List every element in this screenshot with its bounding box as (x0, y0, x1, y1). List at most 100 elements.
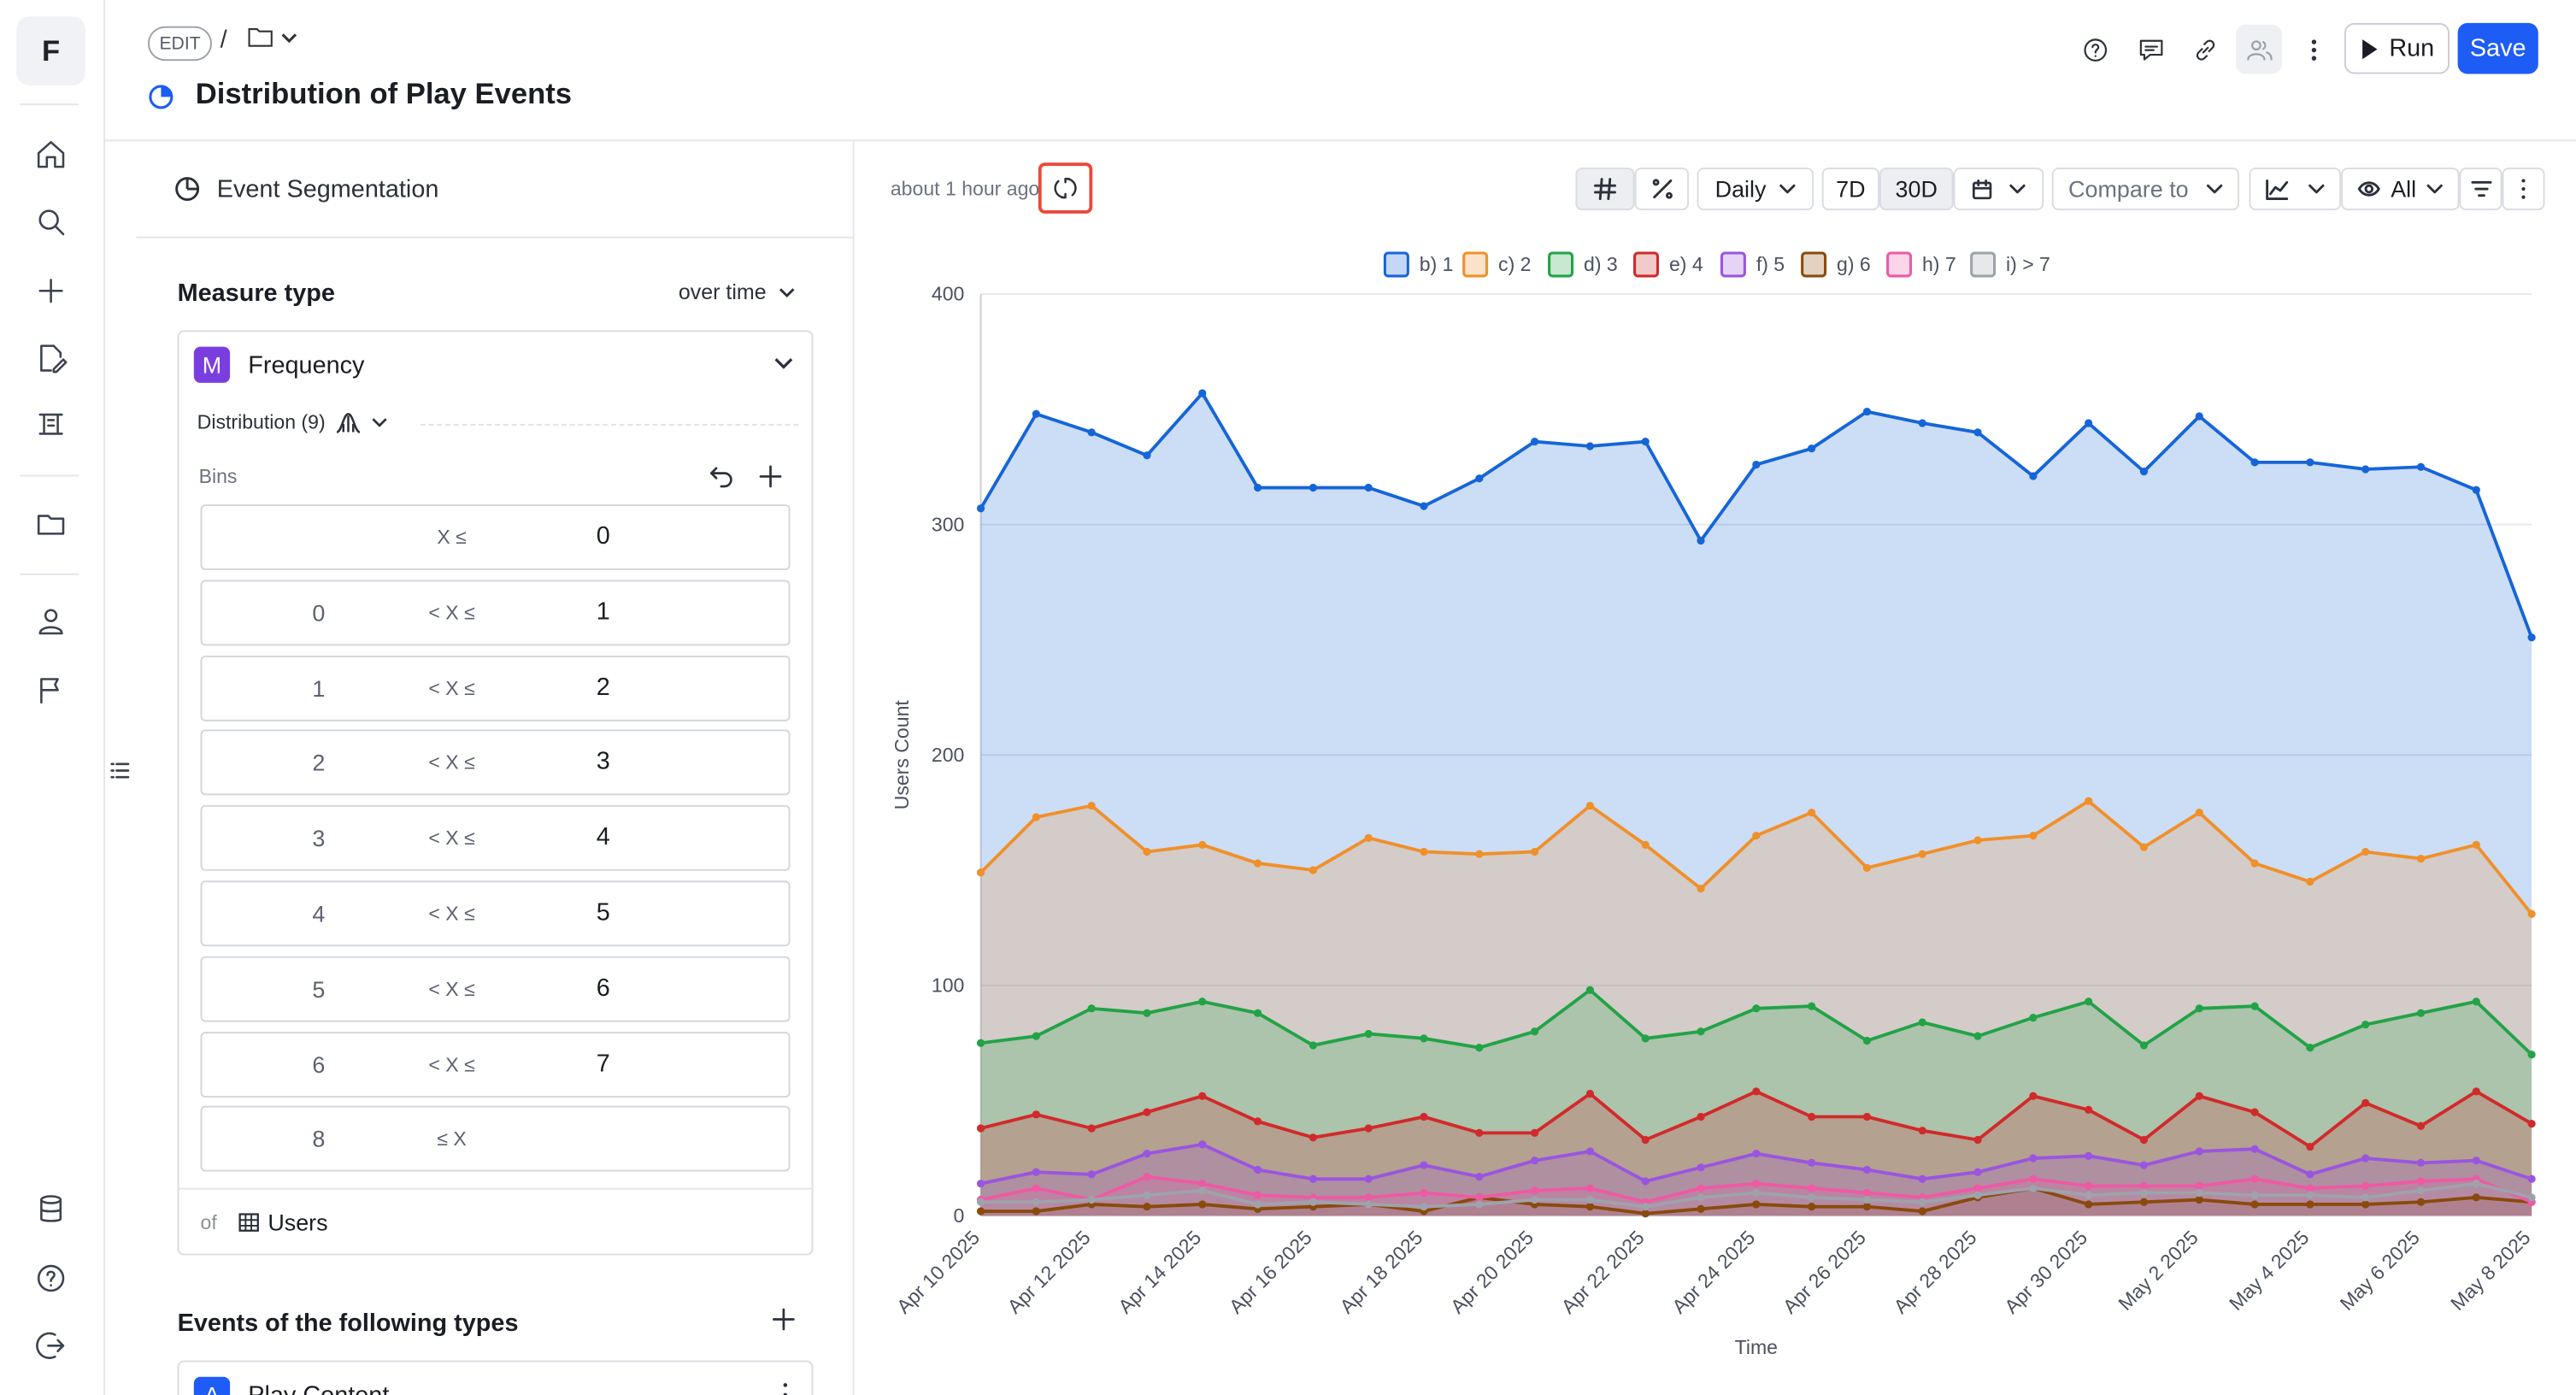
data-point[interactable] (2029, 831, 2038, 840)
data-point[interactable] (1253, 1117, 1262, 1126)
data-point[interactable] (1918, 1127, 1926, 1135)
legend-item-label[interactable]: f) 5 (1756, 253, 1785, 275)
data-point[interactable] (1585, 1184, 1595, 1192)
data-point[interactable] (2139, 1041, 2149, 1050)
data-point[interactable] (1862, 1036, 1872, 1045)
home-icon[interactable] (32, 137, 68, 173)
data-point[interactable] (2527, 909, 2536, 918)
data-point[interactable] (1585, 1195, 1595, 1204)
data-point[interactable] (1198, 998, 1207, 1006)
data-point[interactable] (1918, 1174, 1926, 1183)
edit-badge[interactable]: EDIT (147, 26, 213, 62)
data-point[interactable] (1697, 1112, 1705, 1121)
data-point[interactable] (2139, 468, 2149, 476)
data-point[interactable] (2139, 1198, 2149, 1206)
data-point[interactable] (1808, 1184, 1816, 1192)
chevron-down-icon[interactable] (773, 353, 793, 373)
data-point[interactable] (1862, 1195, 1872, 1204)
bin-lower-bound[interactable]: 3 (312, 825, 326, 852)
data-point[interactable] (2029, 1092, 2038, 1100)
data-point[interactable] (1198, 389, 1207, 397)
date-picker-button[interactable] (1953, 168, 2044, 211)
data-point[interactable] (1862, 1188, 1872, 1198)
data-point[interactable] (1253, 1009, 1262, 1017)
legend-item-label[interactable]: c) 2 (1498, 253, 1531, 275)
data-point[interactable] (2085, 1191, 2093, 1199)
bin-lower-bound[interactable]: 0 (312, 599, 326, 626)
data-point[interactable] (2029, 1154, 2038, 1162)
data-point[interactable] (1420, 1203, 1428, 1211)
bin-row[interactable]: 5 < X ≤ 6 (200, 956, 791, 1022)
bin-lower-bound[interactable]: 4 (312, 900, 326, 927)
legend-item-label[interactable]: h) 7 (1922, 253, 1956, 275)
bin-lower-bound[interactable]: 8 (312, 1126, 326, 1153)
data-point[interactable] (2361, 1193, 2370, 1202)
link-icon[interactable] (2186, 32, 2222, 68)
percent-mode-button[interactable] (1634, 168, 1690, 211)
help-icon[interactable] (2077, 32, 2113, 68)
data-point[interactable] (1641, 1210, 1650, 1218)
legend-swatch[interactable] (1633, 251, 1660, 278)
data-point[interactable] (1752, 1150, 1761, 1158)
data-point[interactable] (1420, 1188, 1428, 1198)
data-point[interactable] (1475, 474, 1484, 483)
measure-name[interactable]: Frequency (248, 351, 365, 380)
data-point[interactable] (2416, 1177, 2426, 1186)
data-point[interactable] (1420, 1034, 1428, 1043)
data-point[interactable] (1973, 1135, 1982, 1145)
data-point[interactable] (1143, 1108, 1151, 1116)
data-point[interactable] (2527, 633, 2536, 642)
data-point[interactable] (2306, 1044, 2314, 1052)
bin-row[interactable]: 4 < X ≤ 5 (200, 880, 791, 947)
search-icon[interactable] (32, 203, 68, 239)
data-point[interactable] (1641, 1203, 1650, 1211)
data-point[interactable] (1752, 1188, 1761, 1198)
data-point[interactable] (2416, 1186, 2426, 1195)
bin-upper-bound[interactable]: 1 (596, 597, 610, 626)
legend-swatch[interactable] (1720, 251, 1746, 278)
data-point[interactable] (2416, 1198, 2426, 1206)
bin-lower-bound[interactable]: 2 (312, 750, 326, 777)
data-point[interactable] (1585, 1203, 1595, 1211)
bin-row[interactable]: 1 < X ≤ 2 (200, 655, 791, 721)
data-point[interactable] (1862, 1203, 1872, 1211)
data-point[interactable] (2361, 1098, 2370, 1107)
filter-button[interactable] (2459, 168, 2502, 211)
data-point[interactable] (1309, 1041, 1318, 1050)
user-icon[interactable] (32, 603, 68, 639)
data-point[interactable] (1697, 536, 1705, 545)
data-point[interactable] (1641, 1177, 1650, 1186)
data-point[interactable] (2250, 1002, 2259, 1010)
chart-more-button[interactable] (2502, 168, 2545, 211)
of-target-selector[interactable]: Users (238, 1210, 328, 1235)
data-point[interactable] (1364, 833, 1373, 842)
data-point[interactable] (976, 504, 985, 513)
data-point[interactable] (1364, 1174, 1373, 1183)
data-point[interactable] (1918, 419, 1926, 427)
data-point[interactable] (2195, 1195, 2203, 1204)
data-point[interactable] (2361, 1154, 2370, 1162)
page-title[interactable]: Distribution of Play Events (195, 77, 573, 110)
data-point[interactable] (2472, 1087, 2480, 1096)
data-point[interactable] (1918, 1198, 1926, 1206)
data-point[interactable] (2139, 1181, 2149, 1190)
data-point[interactable] (1032, 1184, 1040, 1192)
data-point[interactable] (1752, 1087, 1761, 1096)
data-point[interactable] (1641, 437, 1650, 446)
data-point[interactable] (2029, 1013, 2038, 1022)
chart-type-dropdown[interactable] (2249, 168, 2342, 211)
data-point[interactable] (2085, 1200, 2093, 1209)
data-point[interactable] (976, 1124, 985, 1133)
run-button[interactable]: Run (2344, 22, 2450, 74)
data-point[interactable] (2250, 458, 2259, 467)
data-point[interactable] (1475, 1128, 1484, 1137)
data-point[interactable] (1530, 1157, 1539, 1165)
data-point[interactable] (1309, 483, 1318, 492)
data-point[interactable] (2250, 859, 2259, 868)
data-point[interactable] (2029, 472, 2038, 480)
data-point[interactable] (1364, 1200, 1373, 1209)
data-point[interactable] (1585, 986, 1595, 994)
bin-upper-bound[interactable]: 2 (596, 673, 610, 701)
data-point[interactable] (2416, 1009, 2426, 1017)
data-point[interactable] (2527, 1174, 2536, 1183)
